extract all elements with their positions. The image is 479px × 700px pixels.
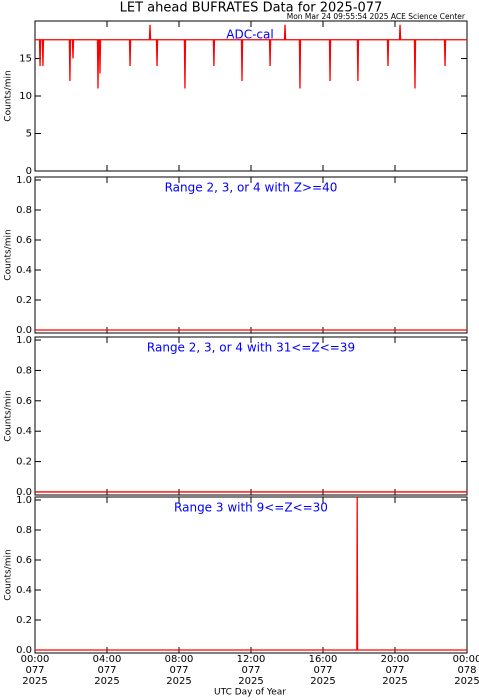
y-axis-label: Counts/min <box>4 390 14 441</box>
annotation: ADC-cal <box>226 28 273 42</box>
data-line <box>35 496 467 651</box>
panel-title: Range 3 with 9<=Z<=30 <box>174 501 328 515</box>
x-tick-year: 2025 <box>310 676 335 687</box>
data-line <box>35 24 467 89</box>
y-tick-label: 0.2 <box>16 295 32 306</box>
x-tick-year: 2025 <box>382 676 407 687</box>
x-tick-day: 077 <box>169 665 188 676</box>
y-tick-label: 0.4 <box>16 585 32 596</box>
x-tick-label: 20:00 <box>381 654 410 665</box>
x-tick-year: 2025 <box>94 676 119 687</box>
y-tick-label: 0.8 <box>16 205 32 216</box>
x-tick-day: 077 <box>313 665 332 676</box>
x-tick-year: 2025 <box>166 676 191 687</box>
x-tick-year: 2025 <box>238 676 263 687</box>
y-tick-label: 1.0 <box>16 495 32 506</box>
y-tick-label: 0.6 <box>16 396 32 407</box>
y-tick-label: 0 <box>26 166 32 177</box>
y-tick-label: 1.0 <box>16 175 32 186</box>
y-tick-label: 1.0 <box>16 335 32 346</box>
x-tick-day: 078 <box>457 665 476 676</box>
y-tick-label: 0.0 <box>16 487 32 498</box>
x-tick-label: 00:00 <box>453 654 479 665</box>
panel-title: Range 2, 3, or 4 with 31<=Z<=39 <box>147 341 355 355</box>
x-tick-year: 2025 <box>454 676 479 687</box>
y-tick-label: 0.8 <box>16 525 32 536</box>
x-axis-label: UTC Day of Year <box>214 688 286 698</box>
x-tick-day: 077 <box>97 665 116 676</box>
x-tick-label: 08:00 <box>165 654 194 665</box>
y-tick-label: 0.0 <box>16 325 32 336</box>
y-tick-label: 10 <box>19 91 32 102</box>
y-tick-label: 0.4 <box>16 265 32 276</box>
x-tick-day: 077 <box>241 665 260 676</box>
y-tick-label: 0.0 <box>16 645 32 656</box>
y-axis-label: Counts/min <box>4 229 14 280</box>
y-tick-label: 15 <box>19 54 32 65</box>
y-tick-label: 0.6 <box>16 235 32 246</box>
y-axis-label: Counts/min <box>4 70 14 121</box>
y-tick-label: 0.6 <box>16 555 32 566</box>
y-tick-label: 5 <box>26 129 32 140</box>
subtitle: Mon Mar 24 09:55:54 2025 ACE Science Cen… <box>287 12 466 21</box>
y-tick-label: 0.4 <box>16 426 32 437</box>
panel-frame <box>34 176 468 334</box>
x-tick-year: 2025 <box>22 676 47 687</box>
x-tick-label: 12:00 <box>237 654 266 665</box>
y-tick-label: 0.2 <box>16 615 32 626</box>
x-tick-label: 16:00 <box>309 654 338 665</box>
x-tick-label: 00:00 <box>21 654 50 665</box>
y-tick-label: 0.8 <box>16 365 32 376</box>
y-tick-label: 0.2 <box>16 457 32 468</box>
x-tick-day: 077 <box>385 665 404 676</box>
y-axis-label: Counts/min <box>4 549 14 600</box>
x-tick-day: 077 <box>25 665 44 676</box>
x-tick-label: 04:00 <box>93 654 122 665</box>
page-title: LET ahead BUFRATES Data for 2025-077 <box>120 1 383 16</box>
panel-frame <box>34 496 468 654</box>
panel-title: Range 2, 3, or 4 with Z>=40 <box>165 181 338 195</box>
panel-frame <box>34 336 468 496</box>
